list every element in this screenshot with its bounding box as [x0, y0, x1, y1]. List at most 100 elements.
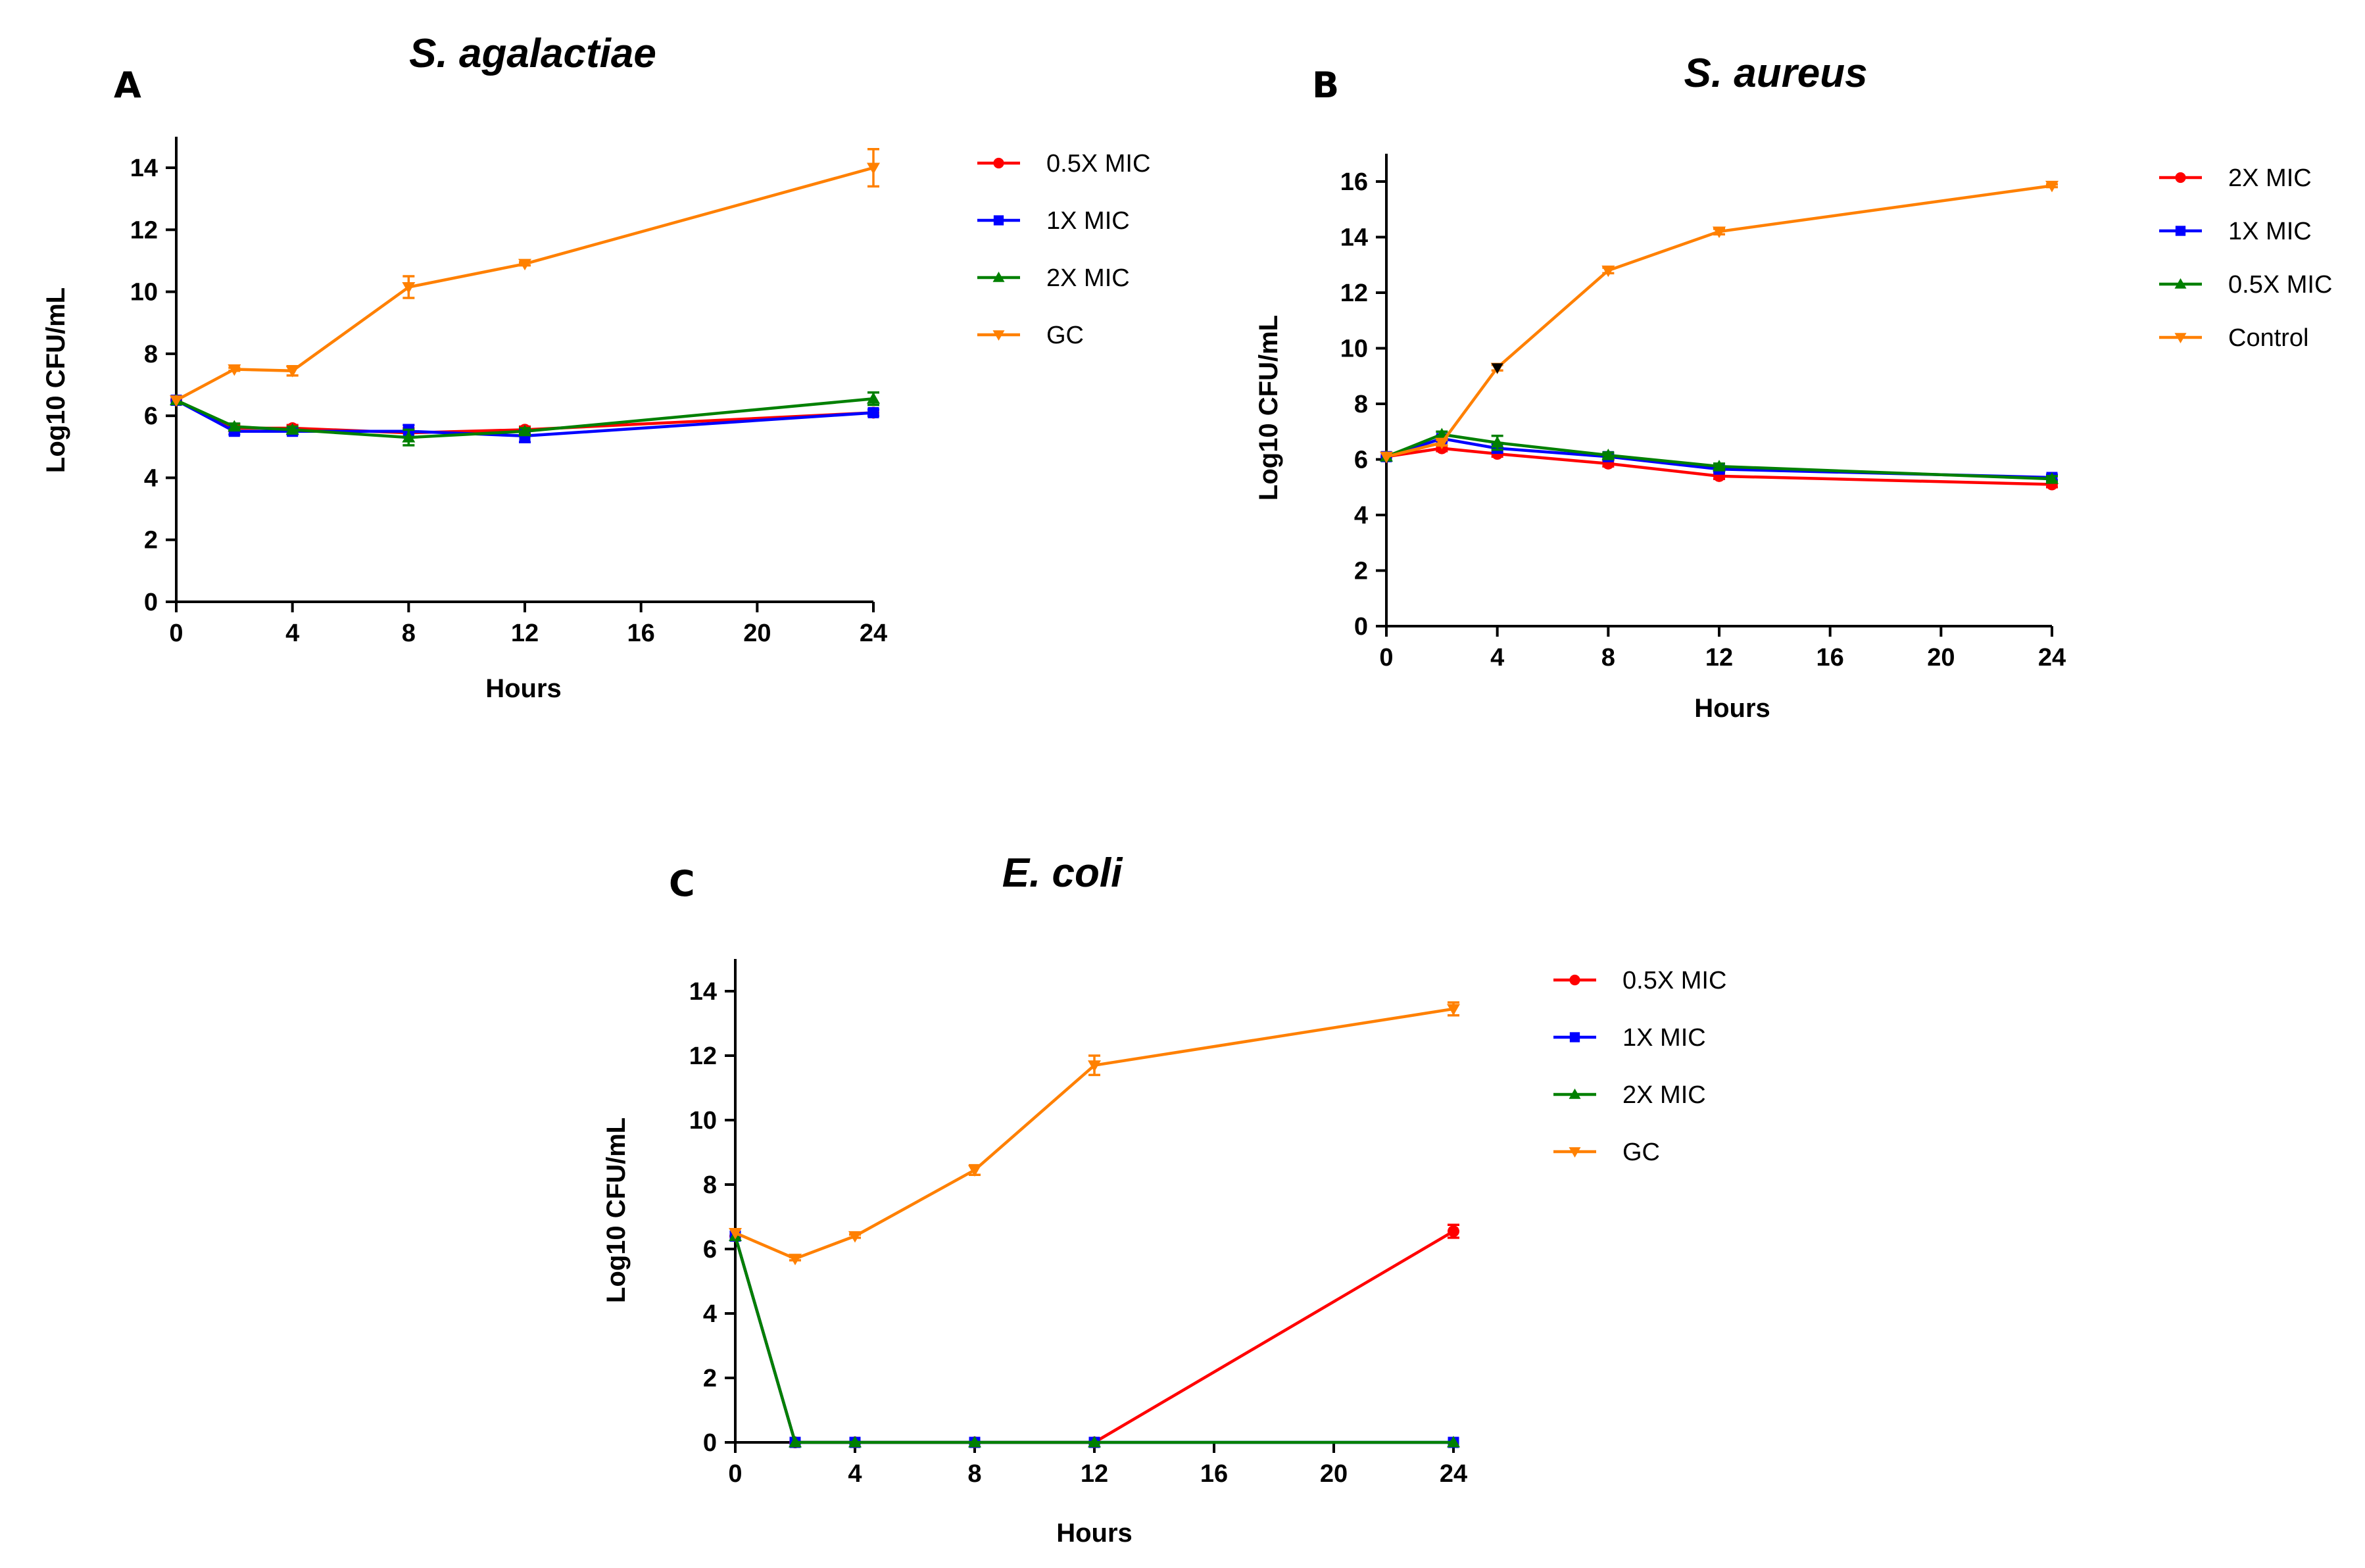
series-line: [1386, 447, 2053, 486]
data-point: [402, 431, 416, 443]
x-tick-label: 8: [402, 620, 416, 647]
x-tick-label: 4: [1490, 644, 1504, 672]
data-point: [1448, 1225, 1459, 1238]
legend-marker: [1569, 1147, 1581, 1158]
data-point: [170, 395, 183, 407]
legend-marker: [1569, 974, 1580, 986]
data-point: [1088, 1060, 1101, 1072]
series-line: [1386, 433, 2053, 481]
y-tick-label: 8: [144, 341, 158, 368]
legend-item: 1X MIC: [2159, 218, 2312, 245]
y-tick-label: 6: [1354, 447, 1368, 474]
data-point: [228, 420, 241, 432]
y-tick-label: 2: [703, 1365, 717, 1392]
legend-item: 0.5X MIC: [977, 150, 1150, 178]
data-point: [848, 1436, 862, 1448]
data-point: [1601, 449, 1615, 460]
y-tick-label: 14: [130, 155, 158, 182]
series-line: [733, 1230, 1455, 1444]
data-point: [867, 162, 880, 175]
chart-title: S. aureus: [1684, 51, 1867, 96]
y-tick-label: 0: [703, 1429, 717, 1457]
legend-item: 2X MIC: [977, 264, 1130, 292]
y-tick-label: 8: [703, 1171, 717, 1199]
y-axis-label: Log10 CFU/mL: [602, 1117, 631, 1303]
data-point: [518, 424, 531, 437]
legend-marker: [992, 330, 1005, 341]
data-point: [729, 1228, 742, 1240]
y-tick-label: 0: [1354, 613, 1368, 641]
x-tick-label: 16: [1200, 1460, 1228, 1488]
legend-item: 1X MIC: [1553, 1024, 1706, 1052]
legend-label: 1X MIC: [1046, 207, 1130, 235]
x-tick-label: 12: [1705, 644, 1733, 672]
x-tick-label: 4: [285, 620, 299, 647]
y-tick-label: 12: [130, 216, 158, 244]
y-tick-label: 14: [689, 978, 717, 1006]
legend-item: GC: [1553, 1139, 1660, 1166]
legend: 2X MIC 1X MIC 0.5X MIC Control: [2159, 164, 2332, 352]
legend-marker: [992, 272, 1005, 282]
x-tick-label: 8: [1601, 644, 1615, 672]
legend-item: GC: [977, 322, 1084, 349]
data-point: [1088, 1436, 1101, 1448]
y-tick-label: 16: [1340, 168, 1368, 196]
data-point: [1713, 460, 1726, 472]
data-point: [1435, 437, 1449, 450]
data-point: [968, 1165, 981, 1177]
data-point: [2045, 180, 2059, 193]
x-tick-label: 24: [1440, 1460, 1467, 1488]
legend-marker: [2175, 172, 2186, 184]
y-tick-label: 4: [703, 1300, 717, 1328]
series-line: [1386, 437, 2053, 479]
legend-label: 0.5X MIC: [1622, 967, 1726, 994]
legend-marker: [2174, 278, 2187, 289]
x-tick-label: 20: [743, 620, 771, 647]
y-tick-label: 12: [1340, 280, 1368, 307]
x-tick-label: 20: [1927, 644, 1955, 672]
y-tick-label: 2: [144, 527, 158, 554]
series-line: [733, 1235, 1453, 1444]
legend-marker: [993, 215, 1004, 226]
legend-label: 0.5X MIC: [1046, 150, 1150, 178]
data-point: [1447, 1436, 1460, 1448]
x-tick-label: 4: [848, 1460, 862, 1488]
x-tick-label: 0: [728, 1460, 742, 1488]
y-tick-label: 10: [689, 1107, 717, 1135]
x-axis-label: Hours: [485, 674, 562, 703]
x-tick-label: 12: [511, 620, 539, 647]
data-point: [1447, 1004, 1460, 1016]
data-point: [867, 406, 879, 418]
y-tick-label: 0: [144, 589, 158, 616]
panel-label: C: [669, 863, 695, 904]
legend-label: GC: [1046, 322, 1084, 349]
y-tick-label: 14: [1340, 224, 1368, 252]
data-point: [402, 282, 416, 294]
legend: 0.5X MIC 1X MIC 2X MIC GC: [977, 150, 1150, 349]
panel-label: A: [114, 64, 141, 106]
x-axis-label: Hours: [1056, 1519, 1133, 1548]
legend-label: 1X MIC: [2228, 218, 2312, 245]
y-tick-label: 10: [130, 279, 158, 306]
legend-item: 0.5X MIC: [1553, 967, 1726, 994]
series-line: [735, 1007, 1454, 1260]
data-point: [968, 1436, 981, 1448]
legend-marker: [2175, 226, 2186, 236]
y-tick-label: 12: [689, 1042, 717, 1070]
data-point: [2045, 472, 2059, 484]
data-point: [285, 423, 299, 435]
x-tick-label: 12: [1081, 1460, 1108, 1488]
x-axis-label: Hours: [1694, 694, 1770, 723]
y-tick-label: 4: [1354, 502, 1368, 529]
y-tick-label: 8: [1354, 391, 1368, 418]
data-point: [848, 1231, 862, 1243]
x-tick-label: 0: [1379, 644, 1393, 672]
legend-item: 2X MIC: [2159, 164, 2312, 192]
chart-title: E. coli: [1002, 850, 1123, 896]
series-line: [175, 399, 874, 438]
